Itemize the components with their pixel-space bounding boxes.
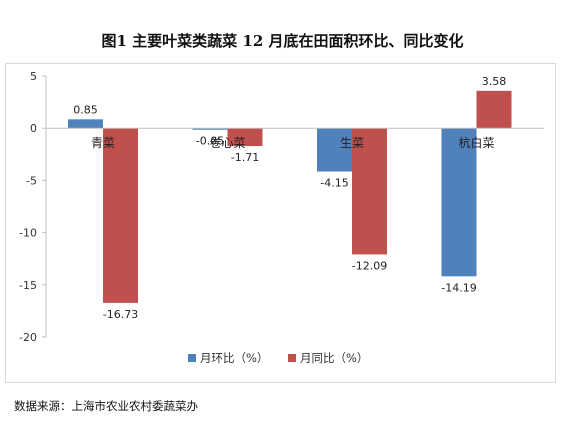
y-tick-label: -20 — [19, 331, 37, 344]
data-label: -12.09 — [352, 259, 387, 272]
category-label: 生菜 — [340, 136, 364, 150]
legend-swatch-yoy — [288, 354, 296, 362]
y-tick-label: -5 — [26, 174, 37, 187]
chart-title: 图1 主要叶菜类蔬菜 12 月底在田面积环比、同比变化 — [101, 32, 464, 50]
category-label: 杭白菜 — [458, 135, 494, 150]
bar-yoy — [352, 128, 387, 255]
data-label: -16.73 — [103, 308, 138, 321]
bar-mom — [441, 128, 477, 277]
data-label: 0.85 — [73, 103, 98, 116]
data-label: -0.05 — [196, 135, 224, 148]
bar-yoy — [476, 90, 512, 129]
data-label: -1.71 — [231, 151, 259, 164]
data-label: -14.19 — [441, 281, 476, 294]
data-source-note: 数据来源：上海市农业农村委蔬菜办 — [14, 399, 198, 413]
y-tick-label: 0 — [30, 122, 37, 135]
chart-area: 5 0 -5 -10 -15 -20 0.85 -16.73 -0.05 -1.71 -4.15 -1… — [5, 63, 556, 383]
legend-swatch-mom — [188, 354, 196, 362]
bar-mom — [192, 128, 228, 130]
category-label: 青菜 — [91, 136, 115, 150]
bar-yoy — [103, 128, 138, 303]
legend-label-yoy: 月同比（%） — [300, 351, 368, 365]
y-tick-label: 5 — [30, 70, 37, 83]
bar-mom — [68, 119, 103, 129]
y-tick-label: -15 — [19, 279, 37, 292]
bar-yoy — [227, 128, 263, 147]
data-label: -4.15 — [320, 177, 348, 190]
category-label: 卷心菜 — [209, 135, 245, 150]
bar-chart: 5 0 -5 -10 -15 -20 0.85 -16.73 -0.05 -1.71 -4.15 -1… — [19, 70, 544, 365]
y-tick-label: -10 — [19, 227, 37, 240]
data-label: 3.58 — [482, 75, 507, 88]
legend-label-mom: 月环比（%） — [200, 351, 268, 365]
bar-mom — [317, 128, 352, 172]
